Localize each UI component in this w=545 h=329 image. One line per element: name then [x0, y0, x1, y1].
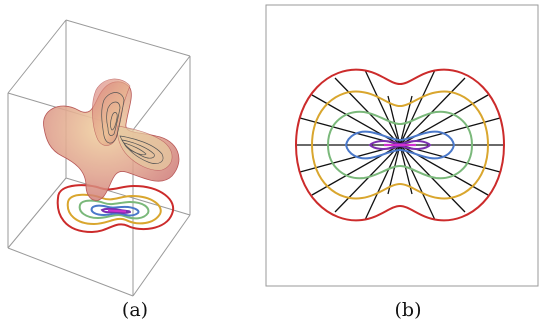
floor-contours	[56, 184, 175, 234]
contour-level-1	[294, 68, 506, 222]
surface-contours	[101, 92, 164, 164]
contour-level-4	[344, 130, 456, 160]
caption-a: (a)	[121, 299, 149, 321]
contour-lines	[294, 68, 506, 222]
panel-a-3d-plot	[7, 19, 191, 297]
contour-level-2	[310, 90, 490, 200]
panel-b-contour-plot	[265, 4, 539, 287]
contour-level-3	[326, 110, 474, 180]
caption-b: (b)	[394, 299, 422, 321]
contour-level-5	[368, 140, 432, 150]
surface-plot	[43, 78, 180, 201]
